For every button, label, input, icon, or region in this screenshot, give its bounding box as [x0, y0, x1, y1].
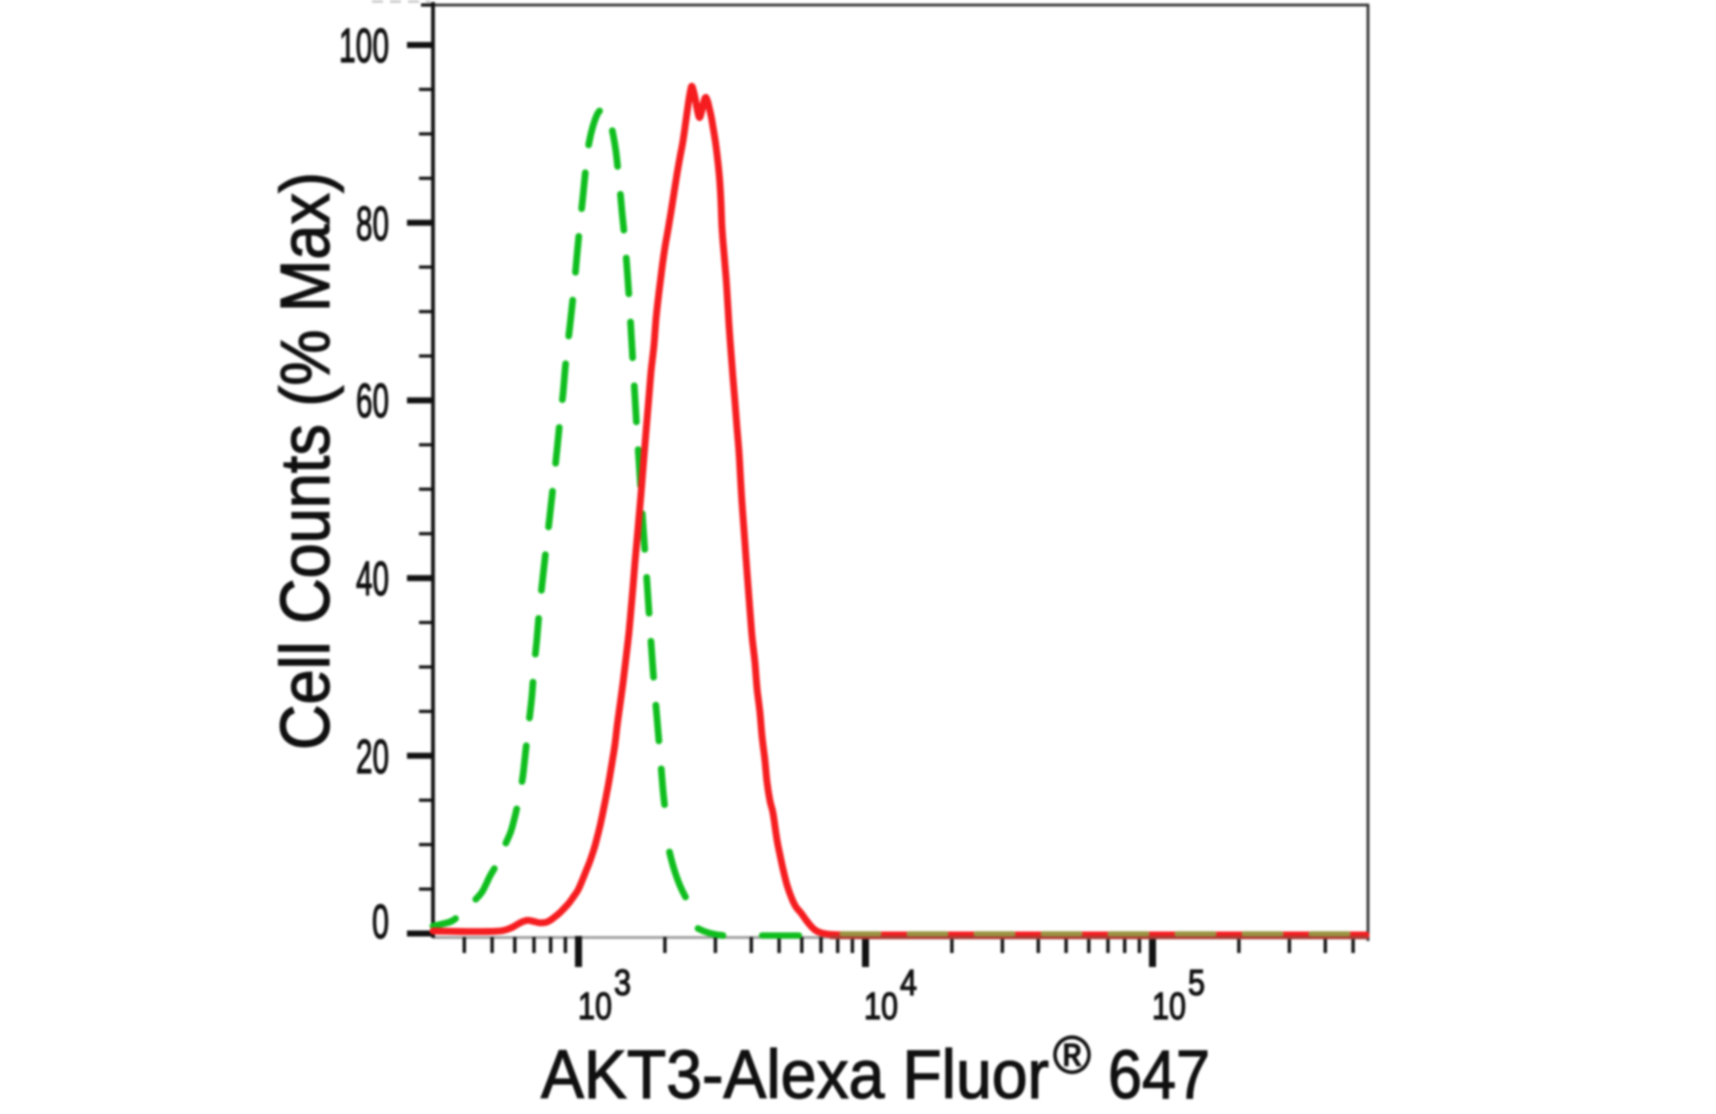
svg-text:80: 80 — [356, 198, 389, 251]
svg-text:20: 20 — [356, 731, 389, 784]
svg-text:60: 60 — [356, 375, 389, 428]
svg-text:40: 40 — [356, 553, 389, 606]
svg-text:10: 10 — [578, 986, 612, 1028]
svg-text:3: 3 — [614, 962, 631, 1003]
svg-text:10: 10 — [1152, 986, 1186, 1028]
svg-text:Cell Counts (% Max): Cell Counts (% Max) — [266, 172, 344, 750]
svg-text:®: ® — [1053, 1026, 1091, 1085]
svg-text:100: 100 — [339, 20, 389, 73]
svg-text:647: 647 — [1108, 1036, 1210, 1113]
svg-text:5: 5 — [1188, 962, 1205, 1003]
svg-text:4: 4 — [900, 962, 917, 1003]
svg-text:0: 0 — [372, 896, 389, 949]
svg-text:10: 10 — [864, 986, 898, 1028]
svg-text:AKT3-Alexa Fluor: AKT3-Alexa Fluor — [541, 1036, 1049, 1113]
